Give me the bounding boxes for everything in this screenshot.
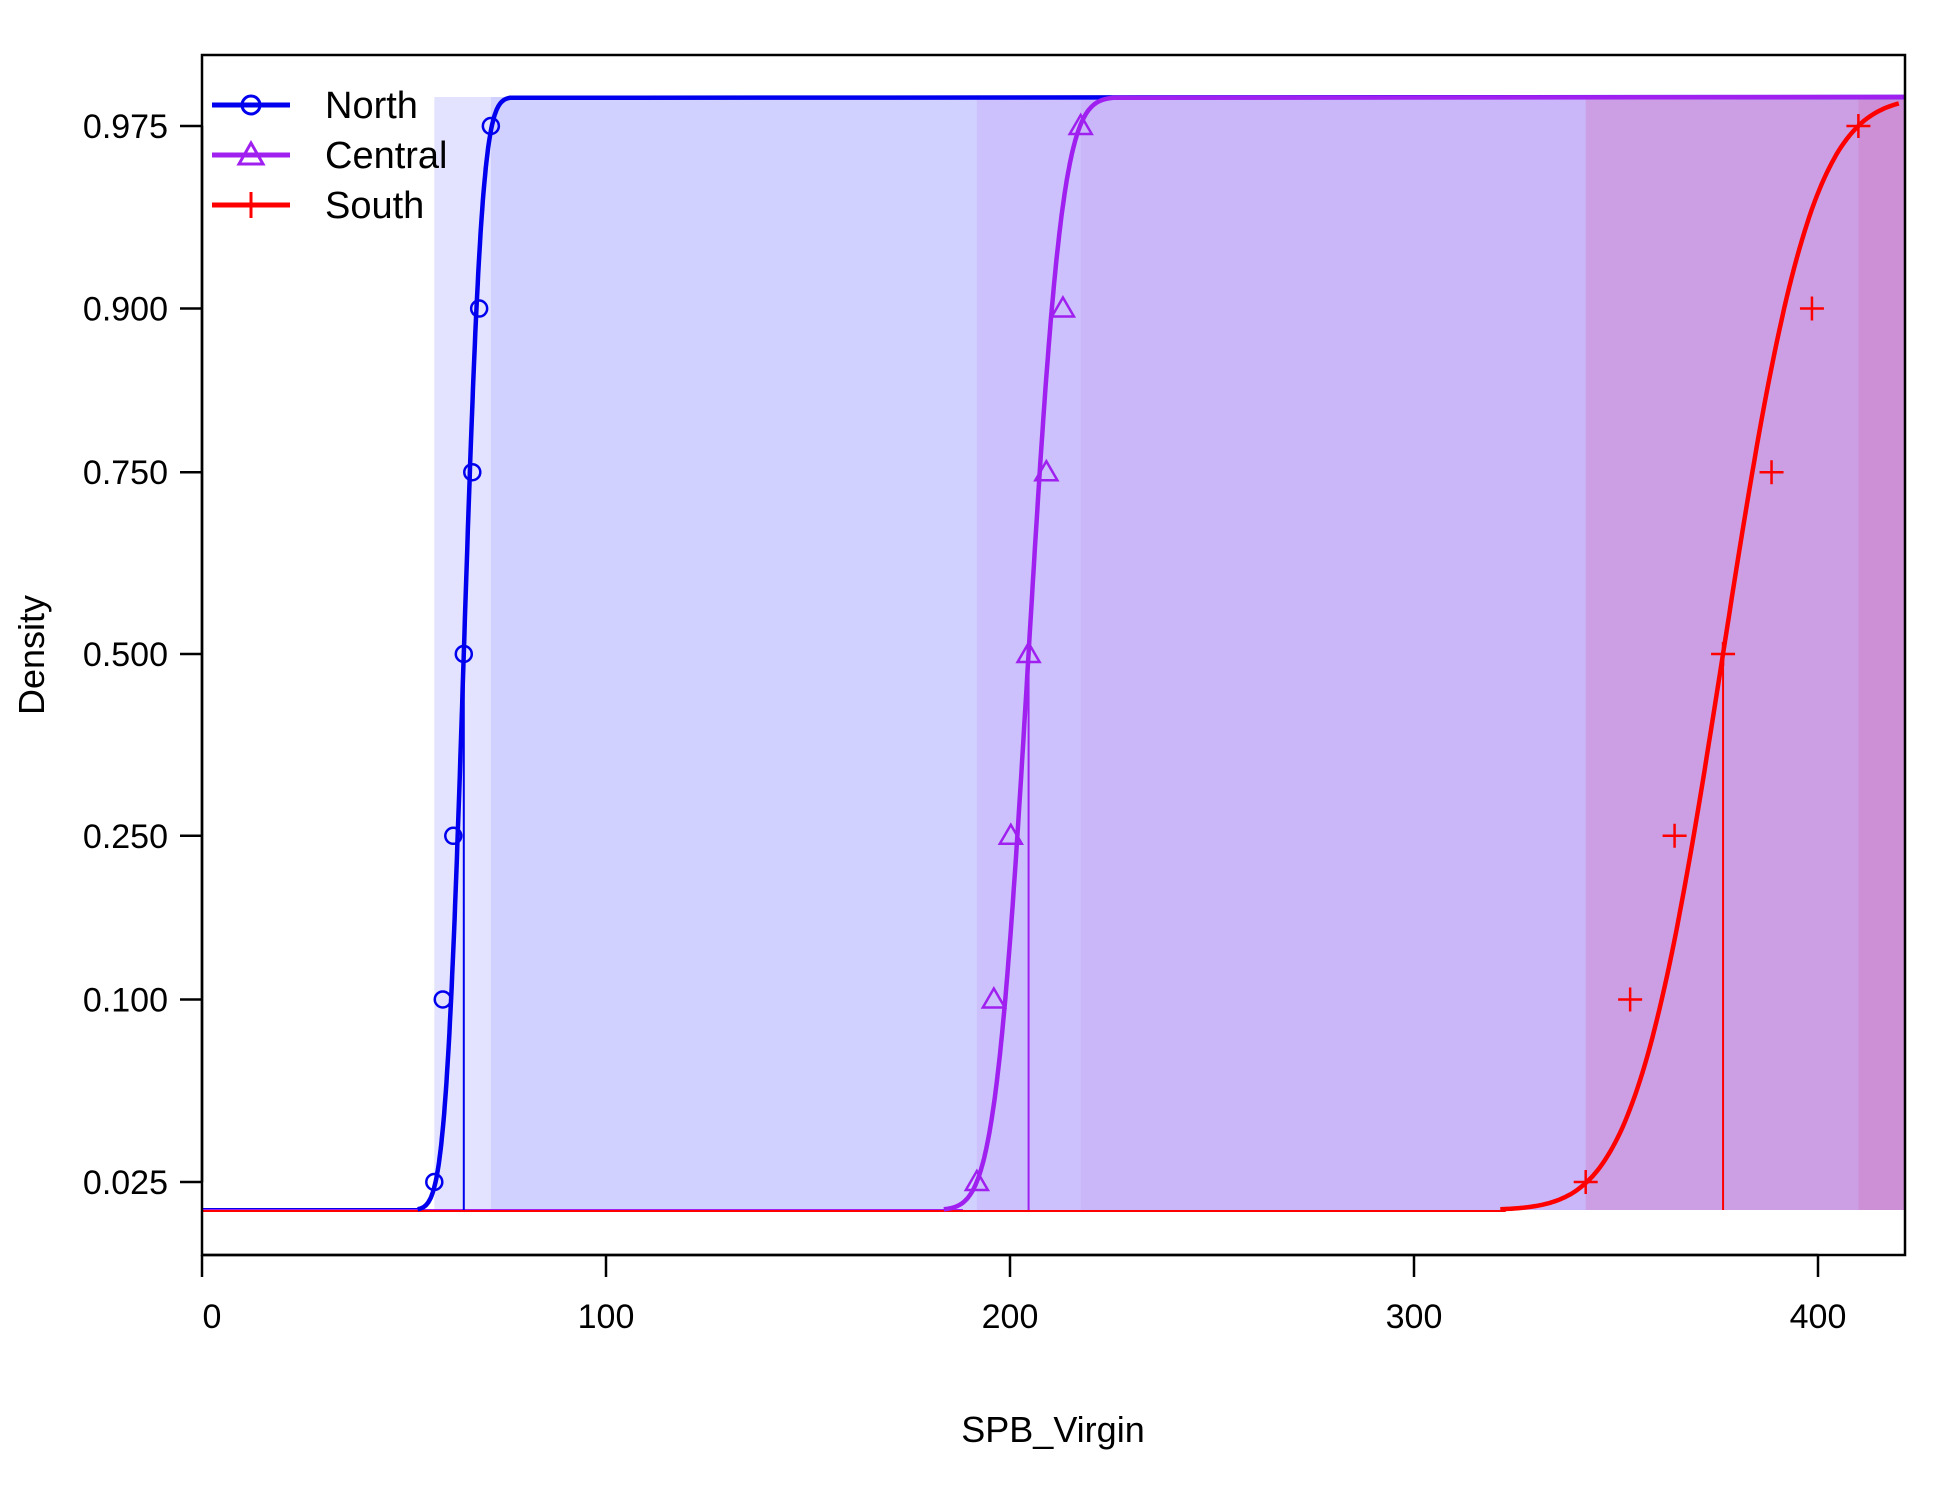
south-marker-6 — [1846, 114, 1871, 138]
south-marker-4 — [1759, 460, 1784, 485]
central-marker-3 — [1015, 640, 1042, 664]
north-cdf-curve — [417, 94, 1906, 1212]
x-axis-title: SPB_Virgin — [961, 1409, 1144, 1450]
median-lines — [462, 654, 1725, 1210]
north-marker-0 — [425, 1172, 444, 1192]
south-cdf-curve — [1500, 101, 1900, 1212]
y-axis: 0.025 0.100 0.250 0.500 0.750 0.900 0.975 — [83, 108, 204, 1202]
x-tick-label-1: 100 — [578, 1298, 635, 1336]
x-tick-label-2: 200 — [982, 1298, 1039, 1336]
y-axis-title: Density — [11, 595, 52, 715]
legend: North Central South — [212, 85, 448, 227]
north-marker-2 — [444, 826, 463, 846]
y-tick-label-4: 0.750 — [83, 454, 168, 492]
x-axis: 0 100 200 300 400 — [200, 1253, 1847, 1336]
legend-north-marker — [240, 94, 262, 116]
y-tick-label-0: 0.025 — [83, 1164, 168, 1202]
x-tick-label-3: 300 — [1386, 1298, 1443, 1336]
central-marker-4 — [1033, 458, 1060, 482]
south-marker-2 — [1662, 823, 1687, 848]
central-marker-6 — [1067, 112, 1094, 136]
y-tick-label-1: 0.100 — [83, 981, 168, 1019]
legend-central-marker — [236, 139, 266, 166]
legend-central-label: Central — [325, 135, 448, 177]
north-marker-4 — [463, 462, 482, 482]
y-tick-label-6: 0.975 — [83, 108, 168, 146]
y-tick-label-2: 0.250 — [83, 818, 168, 856]
y-tick-label-3: 0.500 — [83, 636, 168, 674]
north-marker-1 — [433, 990, 453, 1009]
central-marker-2 — [997, 822, 1024, 846]
series-markers — [425, 112, 1871, 1194]
south-marker-3 — [1711, 642, 1736, 666]
y-tick-label-5: 0.900 — [83, 291, 168, 329]
south-marker-1 — [1618, 987, 1643, 1012]
south-marker-5 — [1799, 296, 1824, 321]
x-tick-label-0: 0 — [203, 1298, 222, 1336]
central-marker-1 — [980, 985, 1008, 1009]
legend-south-marker — [238, 192, 264, 218]
x-tick-label-4: 400 — [1790, 1298, 1847, 1336]
central-marker-5 — [1049, 295, 1077, 318]
north-marker-6 — [481, 116, 501, 136]
north-marker-5 — [469, 299, 489, 318]
south-marker-0 — [1573, 1170, 1598, 1194]
north-marker-3 — [454, 644, 474, 664]
legend-south-label: South — [325, 185, 424, 227]
credible-interval-fills — [434, 97, 1905, 1210]
legend-north-label: North — [325, 85, 418, 127]
south-upper-fill — [1858, 97, 1905, 1210]
central-marker-0 — [963, 1168, 991, 1192]
